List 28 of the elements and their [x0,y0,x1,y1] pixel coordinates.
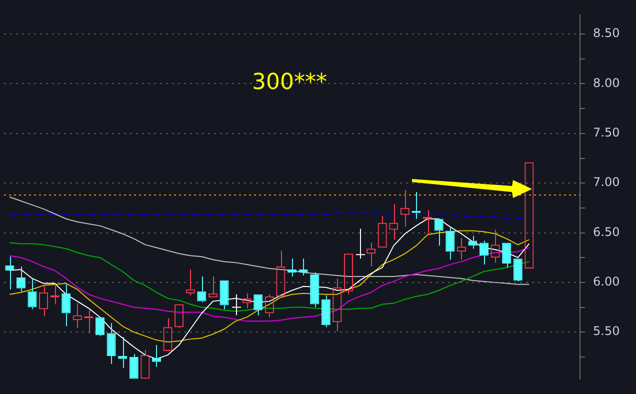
candlestick [321,294,330,328]
y-tick-label: 6.50 [593,224,620,239]
candlestick [287,258,297,277]
candlestick [446,227,455,260]
candlestick [28,278,37,310]
candlestick [152,344,161,368]
y-tick-label: 8.50 [593,26,620,40]
candlestick [220,280,229,310]
candlestick [129,353,138,379]
candlestick [95,317,105,337]
candlestick [355,228,366,260]
candlestick [106,322,116,364]
y-tick-label: 7.00 [593,175,620,190]
candlestick [118,336,128,368]
annotation: 300*** [252,70,327,95]
y-tick-label: 7.50 [593,126,620,140]
candlestick [231,294,242,316]
y-tick-label: 8.00 [593,76,620,90]
candlestick [502,242,512,268]
candlestick [62,284,71,327]
candlestick [468,235,478,250]
y-tick-label: 6.00 [593,274,620,289]
y-tick-label: 5.50 [593,324,620,338]
candlestick [513,258,522,282]
candlestick [254,294,263,316]
candlestick [298,258,308,276]
candlestick [310,272,320,308]
candlestick [5,256,14,290]
